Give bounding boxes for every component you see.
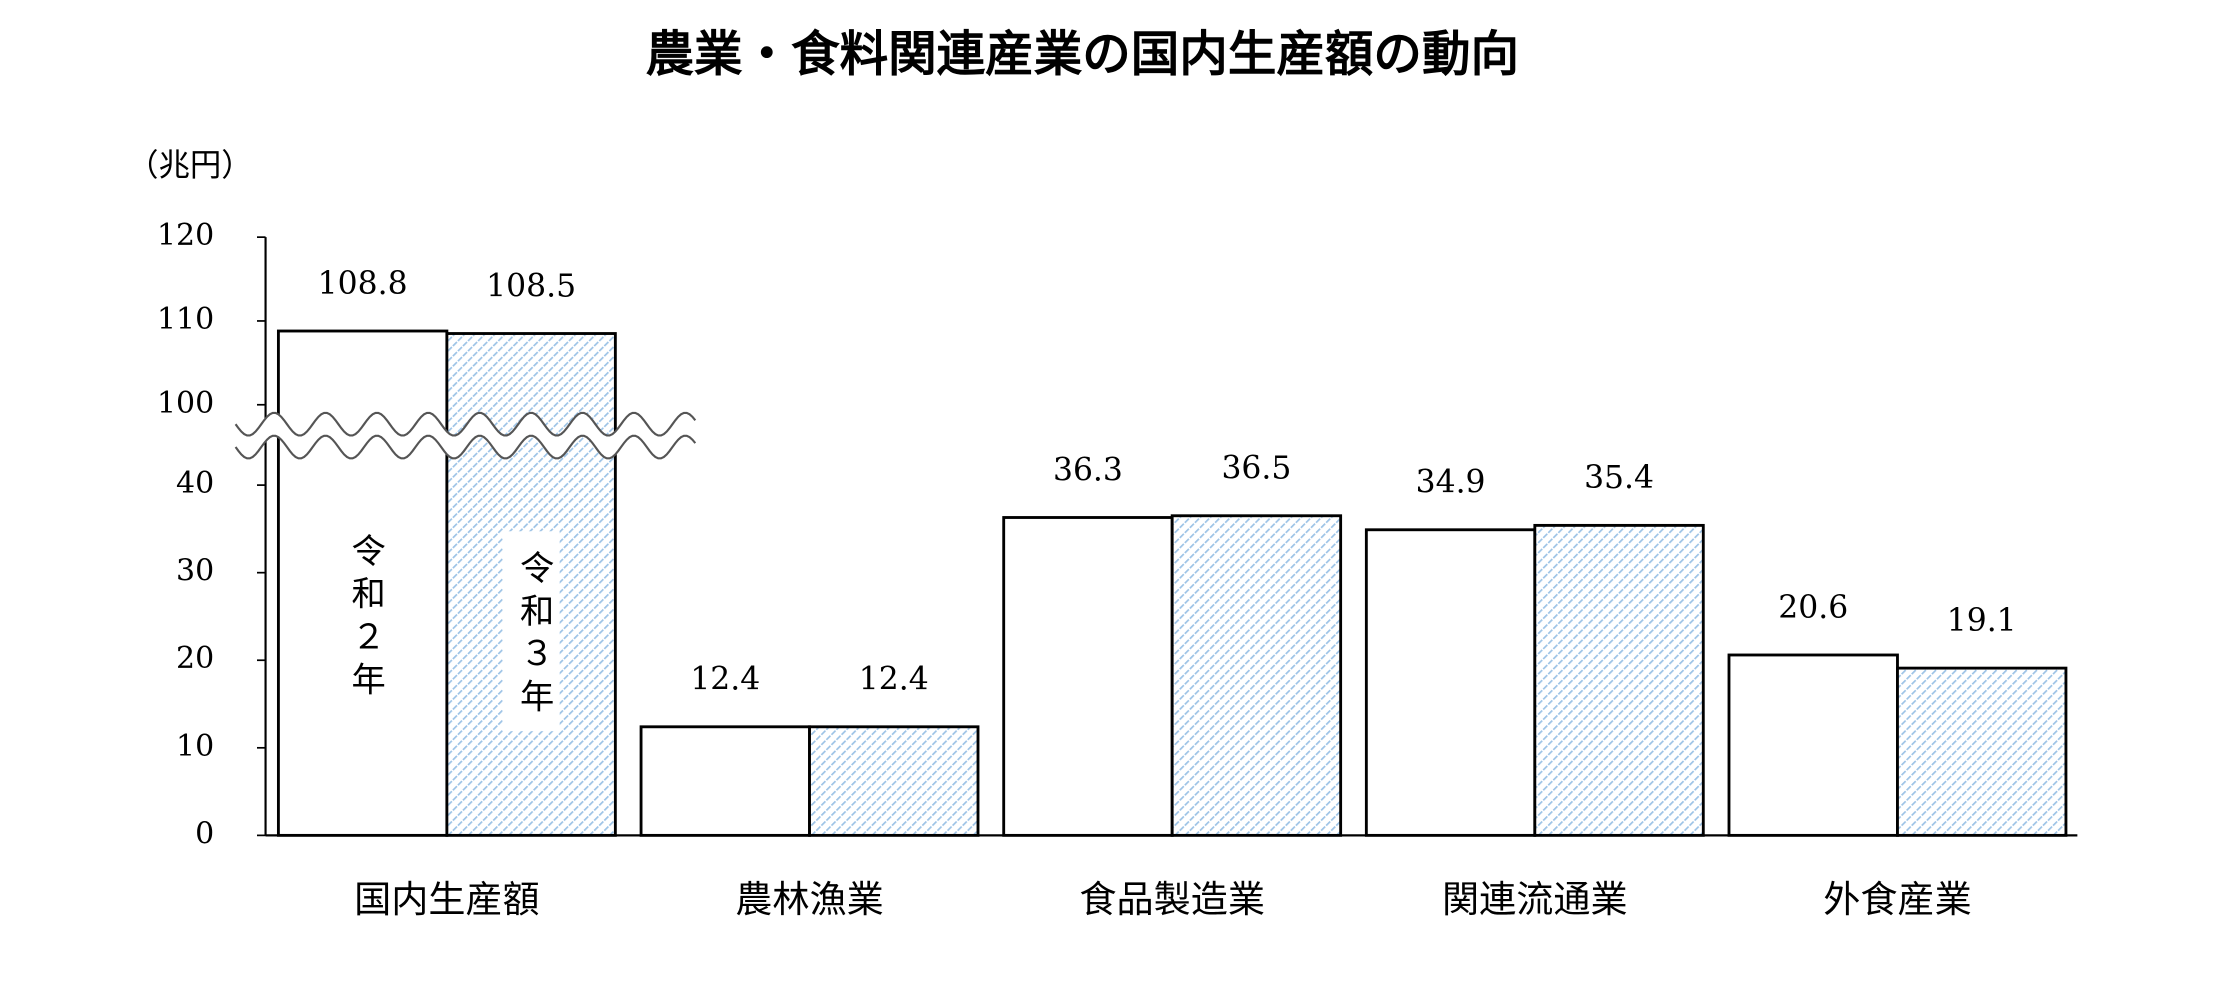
bar xyxy=(1170,514,1343,837)
bar xyxy=(1002,516,1174,837)
axis-break-line xyxy=(234,434,697,460)
value-label: 35.4 xyxy=(1584,460,1654,496)
bar xyxy=(1364,528,1537,837)
legend-bg xyxy=(502,531,560,732)
legend-label: 令和２年 xyxy=(345,533,386,704)
y-tick-label: 110 xyxy=(157,302,214,337)
bar xyxy=(1896,666,2068,837)
y-tick-label: 10 xyxy=(176,729,214,764)
y-tick-label: 40 xyxy=(176,466,214,501)
x-tick-label: 国内生産額 xyxy=(354,878,540,921)
y-tick-label: 120 xyxy=(157,218,214,253)
y-tick-label: 0 xyxy=(195,816,214,851)
x-tick-label: 食品製造業 xyxy=(1079,878,1265,921)
value-label: 34.9 xyxy=(1416,465,1486,501)
y-axis-label: （兆円） xyxy=(127,148,253,184)
y-tick-label: 20 xyxy=(176,641,214,676)
legend-label: 令和３年 xyxy=(513,550,554,721)
value-label: 20.6 xyxy=(1778,590,1848,626)
bar xyxy=(639,725,811,837)
value-label: 36.3 xyxy=(1053,452,1123,488)
x-tick-label: 外食産業 xyxy=(1823,878,1971,921)
x-tick-label: 関連流通業 xyxy=(1442,878,1628,921)
axis-break-line xyxy=(234,411,697,437)
bar xyxy=(808,725,980,837)
bar xyxy=(1727,653,1899,837)
y-tick-label: 100 xyxy=(157,386,214,421)
bar xyxy=(276,329,449,837)
value-label: 108.5 xyxy=(486,268,576,304)
value-label: 12.4 xyxy=(859,662,929,698)
value-label: 12.4 xyxy=(690,662,760,698)
x-tick-label: 農林漁業 xyxy=(735,878,883,921)
value-label: 36.5 xyxy=(1221,451,1291,487)
chart-title: 農業・食料関連産業の国内生産額の動向 xyxy=(645,26,1519,82)
value-label: 19.1 xyxy=(1947,603,2017,639)
y-tick-label: 30 xyxy=(176,554,214,589)
axis-break-band xyxy=(235,412,696,459)
value-label: 108.8 xyxy=(318,266,408,302)
bar xyxy=(1533,523,1705,837)
